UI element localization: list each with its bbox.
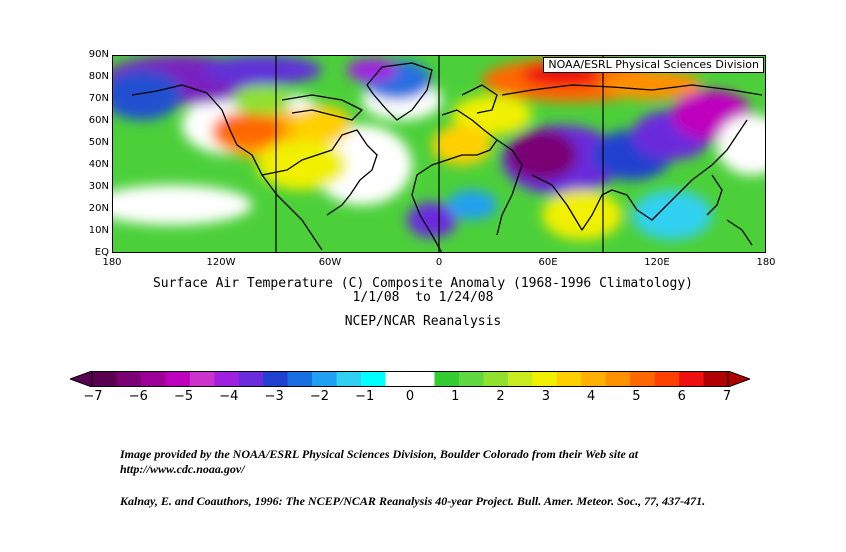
lon-label: 60E <box>538 257 558 268</box>
colorbar-label: −2 <box>309 389 329 404</box>
colorbar-label: −4 <box>219 389 239 404</box>
lon-label: 120W <box>206 257 236 268</box>
colorbar-swatch <box>165 371 191 387</box>
lat-label: 90N <box>88 49 109 60</box>
colorbar-swatch <box>385 371 411 387</box>
colorbar-swatch <box>410 371 435 387</box>
lat-label: 70N <box>88 93 109 104</box>
colorbar-swatch <box>703 371 729 387</box>
colorbar-swatch <box>189 371 215 387</box>
colorbar-swatch <box>507 371 533 387</box>
colorbar-graphic <box>70 371 750 387</box>
colorbar-swatch <box>238 371 264 387</box>
colorbar-swatch <box>214 371 240 387</box>
colorbar-swatch <box>483 371 509 387</box>
colorbar-label: 3 <box>541 389 550 404</box>
map-title: Surface Air Temperature (C) Composite An… <box>152 276 694 291</box>
citation: Kalnay, E. and Coauthors, 1996: The NCEP… <box>120 494 706 508</box>
lat-label: 40N <box>88 159 109 170</box>
lon-label: 0 <box>435 257 443 268</box>
credit-line-1: Image provided by the NOAA/ESRL Physical… <box>120 447 639 461</box>
colorbar-swatch <box>140 371 166 387</box>
anomaly-map <box>112 55 766 253</box>
lat-label: 20N <box>88 203 109 214</box>
colorbar-label: 0 <box>405 389 415 404</box>
colorbar-label: −7 <box>83 389 103 404</box>
colorbar-swatch <box>458 371 484 387</box>
lat-label: 60N <box>88 115 109 126</box>
lat-label: EQ <box>94 247 109 258</box>
colorbar-swatch <box>434 371 460 387</box>
colorbar-swatch <box>679 371 704 387</box>
colorbar-label: 4 <box>587 389 596 404</box>
colorbar-swatch <box>630 371 655 387</box>
map-frame <box>112 55 766 253</box>
colorbar-label: −6 <box>128 389 148 404</box>
colorbar-swatch <box>361 371 386 387</box>
colorbar-label: 2 <box>496 389 505 404</box>
colorbar-swatch <box>287 371 313 387</box>
colorbar-swatch <box>116 371 142 387</box>
colorbar-label: 7 <box>722 389 732 404</box>
colorbar-label: −3 <box>264 389 284 404</box>
colorbar-label: −5 <box>173 389 194 404</box>
map-panel: NOAA/ESRL Physical Sciences Division <box>112 55 766 253</box>
colorbar-swatch <box>263 371 288 387</box>
lon-label: 180 <box>102 257 122 268</box>
lat-label: 10N <box>88 225 109 236</box>
lat-label: 30N <box>88 181 109 192</box>
lon-label: 120E <box>644 257 670 268</box>
colorbar-swatch <box>605 371 631 387</box>
colorbar-swatch <box>312 371 337 387</box>
colorbar-swatch <box>336 371 362 387</box>
lat-label: 50N <box>88 137 109 148</box>
colorbar-label: −1 <box>355 389 375 404</box>
dataset-title: NCEP/NCAR Reanalysis <box>344 314 502 329</box>
colorbar <box>70 371 750 387</box>
colorbar-frame <box>91 371 729 387</box>
colorbar-swatch <box>556 371 582 387</box>
colorbar-left-arrow <box>70 371 93 387</box>
colorbar-label: 6 <box>677 389 686 404</box>
colorbar-swatch <box>581 371 606 387</box>
lon-label: 180 <box>756 257 776 268</box>
colorbar-label: 1 <box>451 389 460 404</box>
coastlines <box>131 62 763 253</box>
lon-label: 60W <box>318 257 342 268</box>
colorbar-right-arrow <box>727 371 750 387</box>
colorbar-swatch <box>92 371 117 387</box>
colorbar-swatch <box>654 371 680 387</box>
colorbar-label: 5 <box>632 389 641 404</box>
credit-url: http://www.cdc.noaa.gov/ <box>120 462 245 476</box>
lat-label: 80N <box>88 71 109 82</box>
colorbar-swatch <box>532 371 558 387</box>
banner: NOAA/ESRL Physical Sciences Division <box>543 57 764 73</box>
date-range: 1/1/08 to 1/24/08 <box>352 290 494 305</box>
